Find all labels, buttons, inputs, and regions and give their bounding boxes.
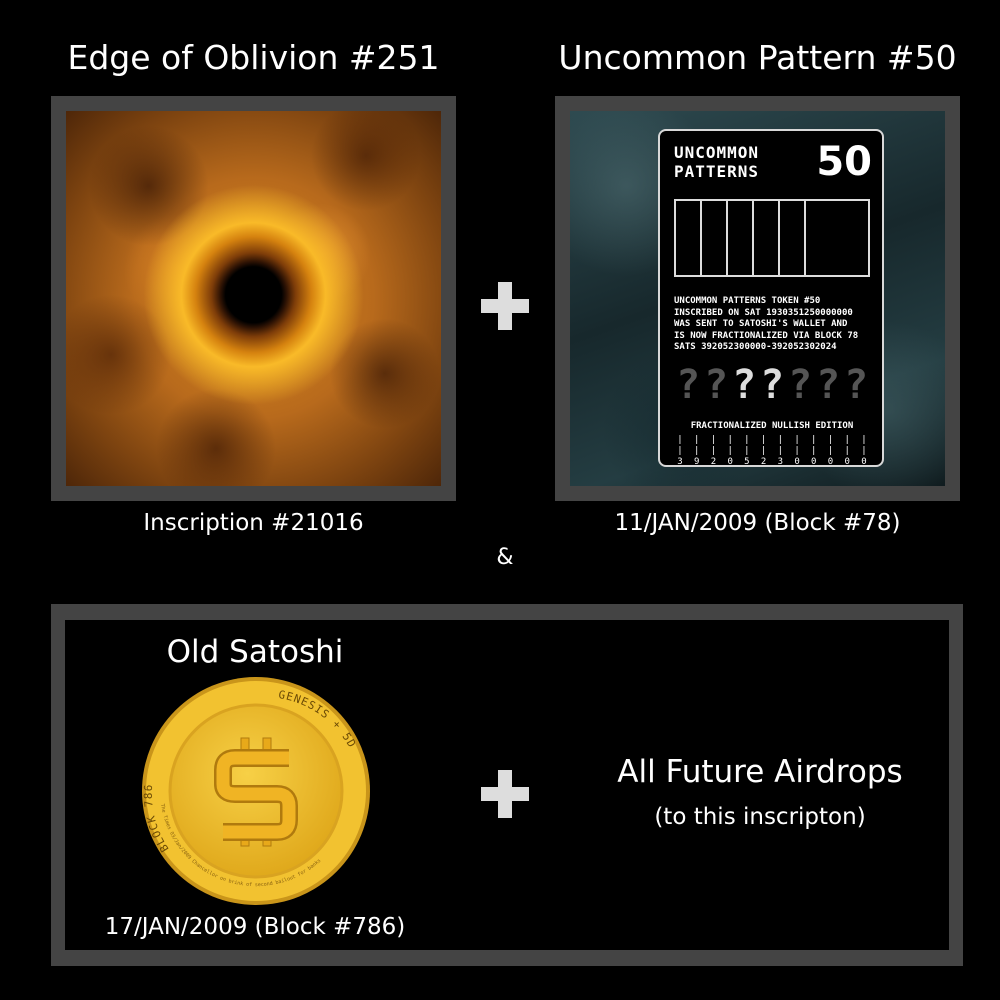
left-item-caption: Inscription #21016 bbox=[143, 510, 364, 536]
card-number: 50 bbox=[816, 139, 872, 185]
uncommon-pattern-artwork: UNCOMMON PATTERNS 50 UNCOMMON PATTERNS T… bbox=[570, 111, 945, 486]
pattern-box bbox=[702, 201, 728, 275]
card-digit: | | 0 bbox=[844, 435, 850, 467]
bottom-panel: Old Satoshi BLOCK 786 GENESIS + 5D bbox=[65, 620, 949, 950]
card-glyph-row: ? ? ? ? ? ? ? bbox=[674, 361, 870, 409]
card-digit: | | 0 bbox=[794, 435, 800, 467]
card-digit: | | 2 bbox=[710, 435, 717, 467]
pattern-box bbox=[676, 201, 702, 275]
card-digit: | | 3 bbox=[777, 435, 784, 467]
card-heading-line-2: PATTERNS bbox=[674, 162, 760, 181]
bottom-frame: Old Satoshi BLOCK 786 GENESIS + 5D bbox=[51, 604, 963, 966]
card-digit: | | 3 bbox=[677, 435, 683, 467]
right-item-caption: 11/JAN/2009 (Block #78) bbox=[614, 510, 901, 536]
right-item-title: Uncommon Pattern #50 bbox=[558, 38, 957, 77]
card-digit-scale: | | 3 | | 9 | | 2 | | 0 | | 5 | | 2 | | 3 | | 0 | | 0 | | 0 … bbox=[674, 435, 870, 468]
card-glyph: ? bbox=[815, 362, 841, 408]
pattern-box bbox=[780, 201, 806, 275]
card-glyph: ? bbox=[787, 362, 813, 408]
card-digit: | | 5 bbox=[744, 435, 750, 467]
card-description: UNCOMMON PATTERNS TOKEN #50 INSCRIBED ON… bbox=[674, 296, 858, 354]
card-digit: | | 9 bbox=[694, 435, 700, 467]
edge-of-oblivion-frame bbox=[51, 96, 456, 501]
pattern-box bbox=[754, 201, 780, 275]
token-card: UNCOMMON PATTERNS 50 UNCOMMON PATTERNS T… bbox=[658, 129, 884, 467]
pattern-box bbox=[728, 201, 754, 275]
pattern-box bbox=[806, 201, 868, 275]
card-glyph: ? bbox=[731, 362, 757, 408]
card-heading: UNCOMMON PATTERNS bbox=[674, 143, 759, 181]
card-digit: | | 0 bbox=[861, 435, 867, 467]
card-heading-line-1: UNCOMMON bbox=[674, 143, 760, 162]
card-glyph: ? bbox=[675, 362, 701, 408]
card-digit: | | 0 bbox=[811, 435, 817, 467]
edge-of-oblivion-artwork bbox=[66, 111, 441, 486]
airdrops-subtitle: (to this inscripton) bbox=[654, 804, 866, 830]
coin-caption: 17/JAN/2009 (Block #786) bbox=[104, 914, 406, 940]
uncommon-pattern-frame: UNCOMMON PATTERNS 50 UNCOMMON PATTERNS T… bbox=[555, 96, 960, 501]
card-digit: | | 2 bbox=[760, 435, 767, 467]
card-text-line: SATS 392052300000-392052302024 bbox=[674, 342, 837, 352]
airdrops-title: All Future Airdrops bbox=[617, 754, 903, 790]
left-item-title: Edge of Oblivion #251 bbox=[67, 38, 440, 77]
card-text-line: UNCOMMON PATTERNS TOKEN #50 bbox=[674, 296, 821, 306]
card-pattern-boxes bbox=[674, 199, 870, 277]
bitcoin-icon bbox=[214, 737, 298, 847]
card-glyph: ? bbox=[759, 362, 785, 408]
card-text-line: INSCRIBED ON SAT 1930351250000000 bbox=[674, 307, 853, 318]
plus-icon bbox=[481, 282, 529, 330]
card-digit: | | 0 bbox=[727, 435, 733, 467]
card-glyph: ? bbox=[703, 362, 729, 408]
plus-icon bbox=[481, 770, 529, 818]
ampersand: & bbox=[496, 545, 514, 570]
card-glyph: ? bbox=[843, 362, 869, 408]
card-text-line: IS NOW FRACTIONALIZED VIA BLOCK 78 bbox=[674, 330, 859, 341]
card-text-line: WAS SENT TO SATOSHI'S WALLET AND bbox=[674, 319, 848, 329]
card-digit: | | 0 bbox=[827, 435, 834, 467]
card-edition: FRACTIONALIZED NULLISH EDITION bbox=[690, 421, 854, 431]
coin-title: Old Satoshi bbox=[166, 634, 344, 670]
old-satoshi-coin: BLOCK 786 GENESIS + 5D The Times 03/Jan/… bbox=[142, 677, 370, 905]
